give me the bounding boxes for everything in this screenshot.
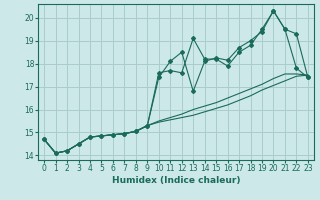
X-axis label: Humidex (Indice chaleur): Humidex (Indice chaleur) <box>112 176 240 185</box>
